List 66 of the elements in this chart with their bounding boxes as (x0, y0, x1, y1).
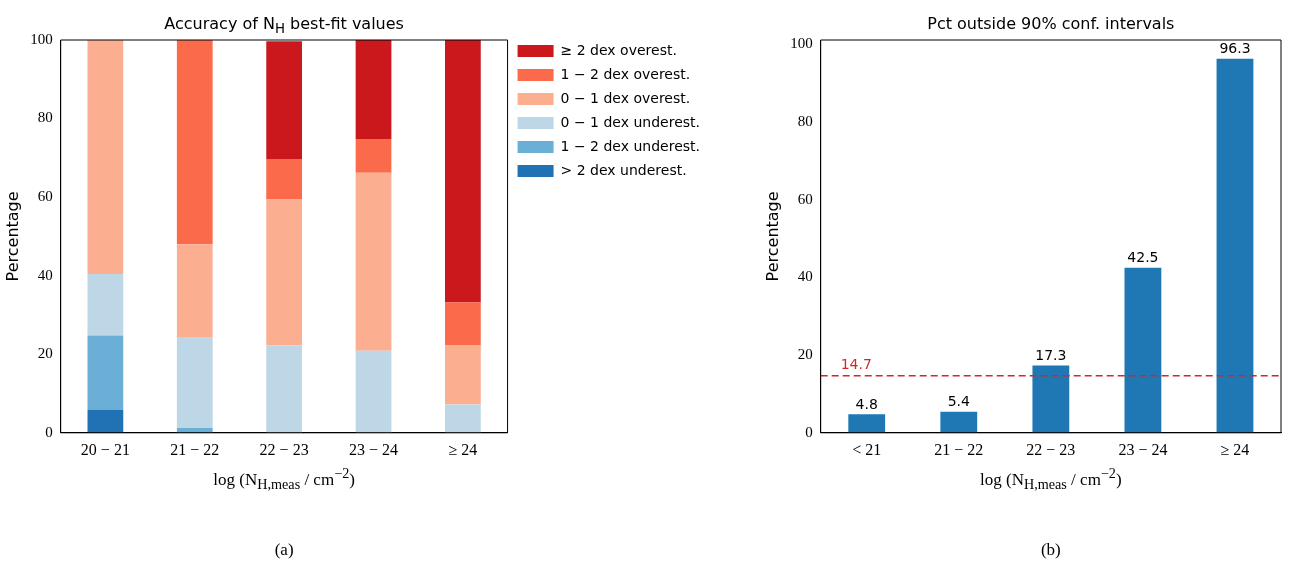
y-tick-label: 20 (37, 345, 53, 362)
bar (355, 172, 392, 351)
y-tick-label: 100 (790, 35, 813, 52)
data-label: 4.8 (855, 395, 878, 412)
legend-label: 1 − 2 dex overest. (560, 65, 691, 82)
legend-label: 0 − 1 dex underest. (560, 113, 701, 130)
y-tick-label: 40 (37, 266, 53, 283)
legend-label: 1 − 2 dex underest. (560, 137, 701, 154)
y-tick-label: 0 (805, 423, 813, 440)
bar (266, 199, 303, 346)
y-axis-title: Percentage (2, 191, 22, 282)
x-tick-label: ≥ 24 (448, 440, 478, 458)
y-tick-label: 20 (797, 346, 813, 363)
data-label: 96.3 (1219, 40, 1251, 57)
x-axis-title: log (N$_{H,meas}$ / cm$^{−2}$) (213, 464, 355, 493)
bar (266, 159, 303, 200)
bar (445, 40, 481, 303)
bar (445, 345, 481, 405)
data-label: 42.5 (1127, 249, 1159, 266)
legend-label: 0 − 1 dex overest. (560, 89, 691, 106)
x-axis-title: log (N$_{H,meas}$ / cm$^{−2}$) (980, 464, 1122, 493)
chart-title: Pct outside 90% conf. intervals (927, 14, 1175, 33)
x-tick-label: 22 − 23 (259, 440, 309, 458)
bar (1216, 58, 1254, 433)
bar (940, 411, 978, 433)
x-tick-label: < 21 (852, 440, 882, 458)
x-tick-label: 23 − 24 (1118, 440, 1168, 458)
bar (445, 404, 481, 433)
bar (355, 350, 392, 433)
bar (1124, 267, 1162, 433)
bar (1032, 365, 1070, 433)
bar (87, 274, 124, 336)
y-tick-label: 80 (797, 112, 813, 129)
x-tick-label: 21 − 22 (170, 440, 220, 458)
legend-label: > 2 dex underest. (560, 161, 687, 178)
bar (266, 345, 303, 433)
bar (176, 337, 213, 429)
y-tick-label: 0 (45, 423, 53, 440)
x-tick-label: 21 − 22 (934, 440, 984, 458)
bar (176, 40, 213, 245)
y-tick-label: 80 (37, 109, 53, 126)
bar (355, 138, 392, 173)
y-tick-label: 100 (30, 30, 53, 47)
bar (445, 302, 481, 346)
x-tick-label: 22 − 23 (1026, 440, 1076, 458)
text: (b) (1040, 540, 1061, 560)
y-tick-label: 60 (797, 190, 813, 207)
bar (87, 335, 124, 411)
data-label: 5.4 (947, 393, 971, 410)
text: (a) (274, 540, 294, 560)
chart-title: Accuracy of N$_{H}$ best-fit values (164, 14, 404, 37)
y-tick-label: 60 (37, 188, 53, 205)
x-tick-label: ≥ 24 (1220, 440, 1250, 458)
x-tick-label: 20 − 21 (80, 440, 130, 458)
y-tick-label: 40 (797, 268, 813, 285)
bar (87, 40, 124, 275)
y-axis-title: Percentage (762, 191, 782, 282)
data-label: 17.3 (1035, 347, 1067, 364)
bar (848, 414, 886, 433)
legend-label: ≥ 2 dex overest. (560, 41, 677, 58)
bar (355, 40, 392, 139)
ref-line-label: 14.7 (840, 356, 872, 373)
bar (266, 41, 303, 160)
bar (176, 244, 213, 338)
bar (87, 410, 124, 433)
x-tick-label: 23 − 24 (349, 440, 399, 458)
